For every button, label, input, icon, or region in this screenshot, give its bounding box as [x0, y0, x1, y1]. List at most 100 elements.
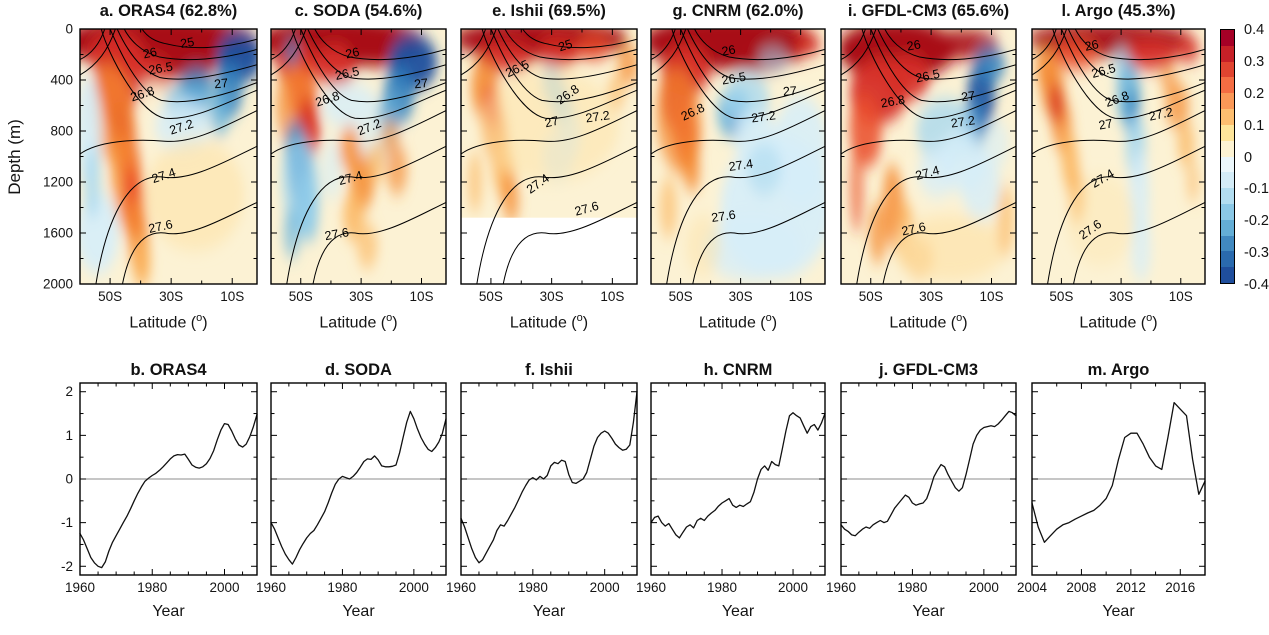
panel-title-oras4-section: a. ORAS4 (62.8%)	[99, 2, 238, 20]
latitude-axis-label: Latitude (o)	[509, 312, 589, 332]
svg-text:27.2: 27.2	[751, 108, 777, 125]
svg-text:2000: 2000	[590, 580, 620, 595]
svg-text:50S: 50S	[1049, 289, 1073, 304]
colorbar-segment	[1221, 251, 1234, 268]
svg-text:27.6: 27.6	[147, 217, 174, 236]
svg-text:27.4: 27.4	[914, 163, 941, 183]
section-panel-gfdl: i. GFDL-CM3 (65.6%) 26 26.5 26.8 27 27.2 27.4…	[840, 0, 1017, 350]
panel-title-argo-ts: m. Argo	[1087, 361, 1150, 379]
panel-title-ishii-section: e. Ishii (69.5%)	[492, 2, 606, 20]
svg-text:1960: 1960	[65, 580, 95, 595]
colorbar-segment	[1221, 172, 1234, 189]
timeseries-panel-gfdl: j. GFDL-CM3 1960 1980 2000 Year	[826, 360, 1017, 635]
svg-text:2000: 2000	[778, 580, 808, 595]
timeseries-panel-oras4: b. ORAS4 1960 1980 2000 -2 -1 0 1 2 Year	[61, 360, 258, 635]
colorbar-segment	[1221, 156, 1234, 173]
svg-text:1980: 1980	[518, 580, 548, 595]
svg-text:1960: 1960	[636, 580, 666, 595]
svg-text:30S: 30S	[349, 289, 373, 304]
latitude-axis-label: Latitude (o)	[889, 312, 968, 332]
colorbar-tick-label: -0.2	[1244, 213, 1269, 230]
colorbar-segment	[1221, 124, 1234, 141]
colorbar-tick-label: 0.3	[1244, 53, 1265, 70]
svg-text:2008: 2008	[1066, 580, 1096, 595]
year-axis-label: Year	[342, 603, 375, 620]
svg-text:-2: -2	[61, 559, 73, 574]
colorbar-tick-label: 0.4	[1244, 22, 1265, 38]
colorbar-segment	[1221, 203, 1234, 220]
year-axis-label: Year	[721, 603, 755, 620]
svg-text:50S: 50S	[479, 289, 503, 304]
timeseries-panel-cnrm: h. CNRM 1960 1980 2000 Year	[636, 360, 826, 635]
section-panel-ishii: e. Ishii (69.5%) 25 26.5 26.8 27 27.2 27.4 27.…	[460, 0, 638, 350]
panel-title-soda-section: c. SODA (54.6%)	[294, 2, 423, 20]
svg-text:50S: 50S	[289, 289, 313, 304]
svg-text:27.6: 27.6	[710, 208, 736, 225]
panel-title-ishii-ts: f. Ishii	[525, 361, 573, 379]
svg-text:30S: 30S	[729, 289, 753, 304]
svg-text:26.5: 26.5	[721, 70, 747, 88]
svg-text:27.2: 27.2	[950, 113, 976, 130]
latitude-axis-label: Latitude (o)	[319, 312, 398, 332]
colorbar-segment	[1221, 235, 1234, 252]
colorbar-segment	[1221, 77, 1234, 94]
timeseries-panel-argo: m. Argo 2004 2008 2012 2016 Year	[1017, 360, 1206, 635]
colorbar-tick-label: -0.4	[1244, 277, 1269, 293]
latitude-axis-label: Latitude (o)	[129, 312, 208, 332]
svg-text:2: 2	[65, 384, 73, 399]
section-panel-cnrm: g. CNRM (62.0%) 26 26.5 26.8 27 27.2 27.4 27.6…	[650, 0, 826, 350]
latitude-axis-label: Latitude (o)	[1079, 312, 1158, 332]
svg-text:1980: 1980	[327, 580, 357, 595]
svg-text:0: 0	[65, 472, 73, 487]
svg-text:27: 27	[960, 89, 976, 105]
svg-text:25: 25	[557, 37, 575, 55]
colorbar-tick-label: 0	[1244, 149, 1253, 166]
svg-text:50S: 50S	[98, 289, 122, 304]
timeseries-plot-soda: 1960 1980 2000	[256, 382, 447, 595]
svg-text:27.6: 27.6	[900, 220, 927, 239]
svg-text:1: 1	[65, 428, 73, 443]
colorbar-segment	[1221, 140, 1234, 157]
svg-text:26: 26	[142, 45, 159, 62]
panel-title-soda-ts: d. SODA	[325, 361, 392, 379]
svg-text:27.4: 27.4	[337, 168, 364, 188]
svg-text:26.5: 26.5	[914, 67, 941, 86]
svg-text:30S: 30S	[1109, 289, 1133, 304]
svg-text:27: 27	[413, 76, 428, 91]
year-axis-label: Year	[152, 603, 185, 620]
timeseries-plot-argo: 2004 2008 2012 2016	[1017, 382, 1206, 595]
svg-text:27: 27	[1098, 116, 1114, 132]
colorbar-tick-label: -0.3	[1244, 245, 1269, 262]
svg-text:26: 26	[344, 45, 361, 62]
colorbar-segment	[1221, 267, 1234, 283]
colorbar-tick-label: 0.2	[1244, 85, 1265, 102]
svg-text:26.5: 26.5	[1090, 61, 1117, 81]
svg-text:10S: 10S	[979, 289, 1003, 304]
svg-text:50S: 50S	[859, 289, 883, 304]
colorbar-segment	[1221, 109, 1234, 125]
svg-text:27.4: 27.4	[728, 157, 754, 174]
svg-text:2012: 2012	[1116, 580, 1146, 595]
panel-title-oras4-ts: b. ORAS4	[130, 361, 207, 379]
panel-title-cnrm-section: g. CNRM (62.0%)	[672, 2, 804, 20]
svg-text:27: 27	[543, 114, 560, 131]
svg-text:2000: 2000	[399, 580, 429, 595]
svg-text:26.5: 26.5	[148, 59, 174, 77]
year-axis-label: Year	[1102, 603, 1135, 620]
svg-text:1980: 1980	[707, 580, 737, 595]
svg-text:25: 25	[179, 35, 195, 51]
svg-text:27: 27	[214, 76, 229, 91]
panel-title-argo-section: l. Argo (45.3%)	[1061, 2, 1176, 20]
svg-text:2016: 2016	[1165, 580, 1195, 595]
timeseries-plot-ishii: 1960 1980 2000	[446, 382, 638, 595]
svg-text:27.2: 27.2	[1148, 105, 1175, 124]
panel-title-gfdl-section: i. GFDL-CM3 (65.6%)	[847, 2, 1010, 20]
section-panel-argo: l. Argo (45.3%) 26 26.5 26.8 27 27.2 27.4 27.6…	[1031, 0, 1206, 350]
depth-axis-label-text: Depth (m)	[5, 118, 25, 195]
year-axis-label: Year	[532, 603, 566, 620]
